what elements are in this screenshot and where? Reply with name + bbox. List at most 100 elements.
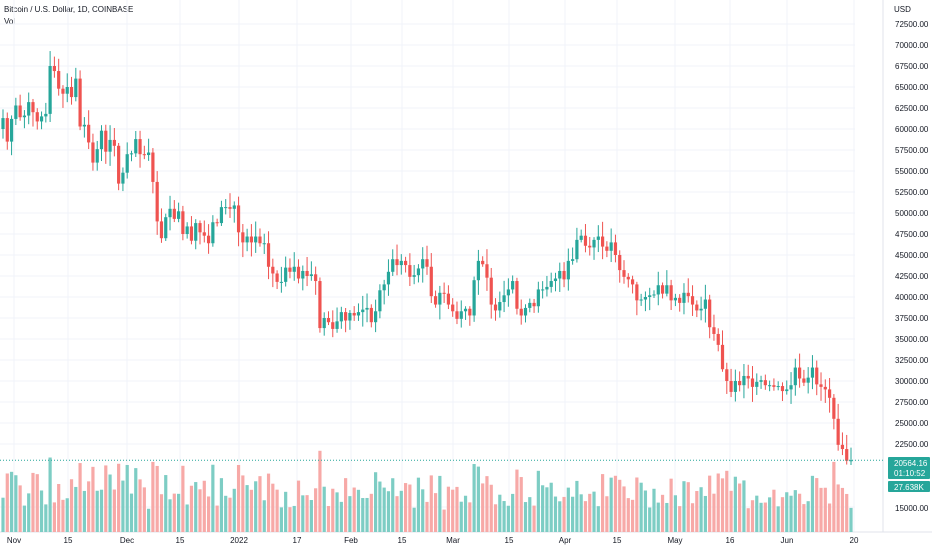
candle-body xyxy=(669,285,673,301)
candle-body xyxy=(686,292,690,297)
volume-bar xyxy=(356,489,361,532)
candle-body xyxy=(446,293,451,305)
volume-bar xyxy=(759,502,763,532)
price-tick-label: 25000.00 xyxy=(895,419,929,428)
volume-bar xyxy=(493,504,498,532)
volume-bar xyxy=(498,494,502,532)
volume-bar xyxy=(750,500,755,532)
volume-bar xyxy=(583,501,588,532)
volume-bar xyxy=(845,493,849,532)
volume-bar xyxy=(151,461,155,532)
candle-body xyxy=(339,312,343,322)
volume-bar xyxy=(768,497,772,532)
volume-bar xyxy=(35,474,39,532)
candle-body xyxy=(660,285,665,294)
volume-bar xyxy=(725,470,729,532)
volume-bar xyxy=(515,469,519,532)
volume-bar xyxy=(331,488,335,532)
volume-bar xyxy=(378,481,382,532)
volume-bar xyxy=(374,472,378,532)
volume-bar xyxy=(318,450,322,532)
candle-body xyxy=(202,232,206,236)
candle-body xyxy=(832,397,836,419)
candle-body xyxy=(810,367,815,378)
candle-body xyxy=(378,290,382,312)
volume-bar xyxy=(630,499,635,532)
candle-body xyxy=(95,149,99,163)
volume-bar xyxy=(798,493,802,532)
volume-bar xyxy=(579,494,583,532)
volume-bar xyxy=(558,501,562,532)
volume-bar xyxy=(352,487,356,532)
time-tick-label: 2022 xyxy=(230,536,248,545)
volume-bar xyxy=(793,490,797,532)
volume-bar xyxy=(14,475,18,532)
candle-body xyxy=(695,304,699,311)
candle-body xyxy=(117,145,121,184)
volume-bar xyxy=(147,508,151,532)
candle-body xyxy=(549,281,553,287)
volume-bar xyxy=(202,480,206,532)
volume-bar xyxy=(425,501,429,532)
candle-body xyxy=(541,289,545,291)
candle-body xyxy=(129,153,134,155)
time-tick-label: 15 xyxy=(176,536,185,545)
volume-bar xyxy=(27,493,31,532)
volume-bar xyxy=(519,477,523,532)
candle-body xyxy=(416,268,421,276)
candle-body xyxy=(498,302,502,311)
volume-bar xyxy=(849,507,853,532)
candle-body xyxy=(391,259,395,272)
volume-bar xyxy=(189,485,194,532)
candle-body xyxy=(742,375,746,386)
volume-bar xyxy=(451,489,455,532)
volume-bar xyxy=(258,476,262,532)
volume-bar xyxy=(639,482,643,532)
price-tick-label: 70000.00 xyxy=(895,41,929,50)
candle-body xyxy=(600,236,605,247)
candle-body xyxy=(134,139,138,154)
volume-bar xyxy=(532,505,536,532)
candle-body xyxy=(52,66,56,72)
volume-bar xyxy=(108,474,112,532)
volume-bar xyxy=(536,470,540,532)
candle-body xyxy=(815,367,819,385)
volume-bar xyxy=(335,492,339,532)
candle-body xyxy=(553,278,558,282)
candle-body xyxy=(403,260,408,266)
candle-body xyxy=(571,259,575,261)
candle-body xyxy=(78,78,82,127)
volume-bar xyxy=(99,489,104,532)
volume-bar xyxy=(254,481,258,532)
volume-bar xyxy=(592,491,596,532)
candle-body xyxy=(768,385,772,387)
candle-body xyxy=(266,243,271,267)
candle-body xyxy=(699,308,703,311)
candle-body xyxy=(438,292,442,305)
candle-body xyxy=(793,367,797,386)
candle-body xyxy=(172,208,176,219)
candle-body xyxy=(374,311,378,323)
price-tick-label: 67500.00 xyxy=(895,62,929,71)
price-tick-label: 30000.00 xyxy=(895,377,929,386)
candle-body xyxy=(57,71,61,89)
candle-body xyxy=(635,284,639,301)
time-tick-label: 15 xyxy=(398,536,407,545)
candle-body xyxy=(164,217,168,239)
volume-bar xyxy=(266,473,271,532)
candle-body xyxy=(18,105,22,118)
volume-bar xyxy=(198,489,202,532)
volume-bar xyxy=(296,480,301,532)
volume-bar xyxy=(104,465,108,532)
volume-bar xyxy=(733,476,737,532)
volume-bar xyxy=(91,466,95,532)
candle-body xyxy=(215,222,219,224)
volume-bar xyxy=(129,493,134,532)
candle-body xyxy=(1,118,5,129)
candle-body xyxy=(429,266,433,297)
volume-bar xyxy=(142,487,146,532)
candle-body xyxy=(369,307,373,323)
candle-body xyxy=(566,260,570,280)
candle-body xyxy=(716,333,720,345)
